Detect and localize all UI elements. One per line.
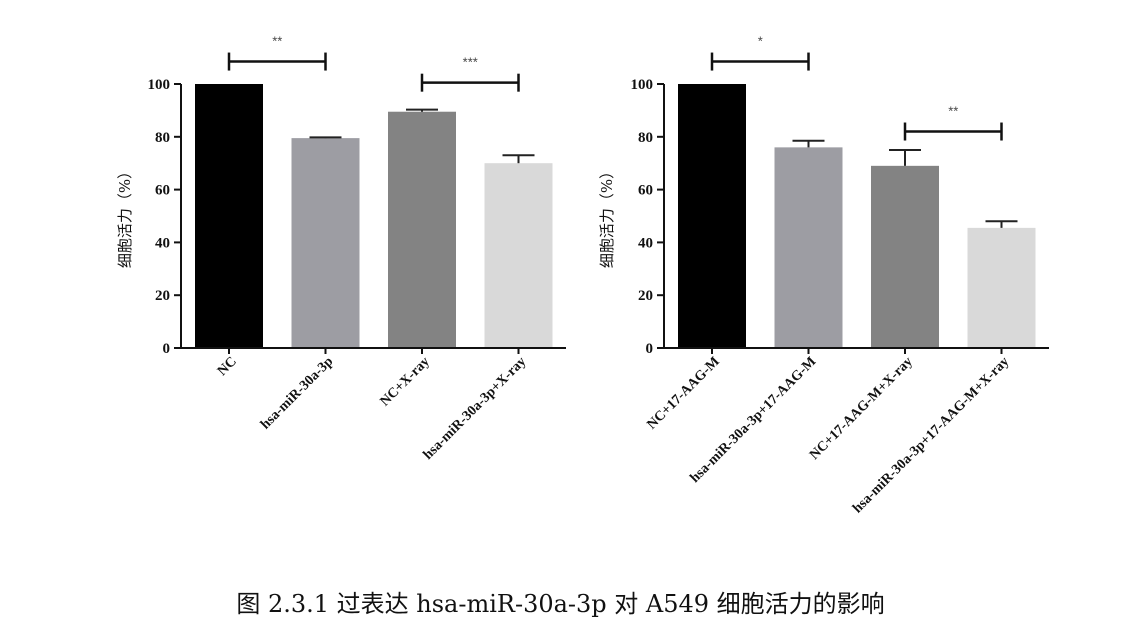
y-tick-label: 20 [638, 288, 653, 304]
x-tick-label: NC+X-ray [378, 354, 433, 409]
y-tick-label: 100 [631, 77, 654, 93]
figure-caption: 图 2.3.1 过表达 hsa-miR-30a-3p 对 A549 细胞活力的影… [236, 590, 885, 618]
x-tick-label: hsa-miR-30a-3p+17-AAG-M+X-ray [850, 354, 1012, 516]
significance-label: *** [463, 55, 478, 70]
x-tick-label: NC [215, 354, 240, 379]
significance-label: ** [948, 104, 958, 119]
y-tick-label: 40 [638, 235, 653, 251]
chart-panel-1: NC hsa-miR-30a-3p NC+X-rayhsa-miR-30a-3p+X… [116, 34, 566, 463]
bar-4 [967, 227, 1036, 348]
bar-4 [484, 163, 553, 348]
y-tick-label: 0 [646, 341, 654, 357]
y-tick-label: 80 [155, 130, 170, 146]
y-axis-label: 细胞活力（%） [598, 164, 616, 268]
chart-panel-2: NC+17-AAG-Mhsa-miR-30a-3p+17-AAG-MNC+17-… [598, 34, 1049, 516]
x-tick-label: NC+17-AAG-M [644, 354, 722, 432]
y-tick-label: 60 [638, 183, 653, 199]
bar-3 [871, 165, 939, 348]
bar-2 [774, 147, 843, 348]
figure: NC hsa-miR-30a-3p NC+X-rayhsa-miR-30a-3p+X… [116, 34, 1049, 516]
significance-label: ** [272, 34, 282, 49]
x-tick-label: NC+17-AAG-M+X-ray [807, 354, 916, 463]
y-tick-label: 40 [155, 235, 170, 251]
bar-1 [195, 84, 263, 348]
y-tick-label: 80 [638, 130, 653, 146]
y-tick-label: 60 [155, 183, 170, 199]
y-tick-label: 100 [148, 77, 171, 93]
x-tick-label: hsa-miR-30a-3p+X-ray [421, 354, 530, 463]
bar-2 [291, 138, 360, 348]
x-tick-label: hsa-miR-30a-3p [258, 354, 336, 432]
bar-3 [388, 111, 456, 348]
y-tick-label: 20 [155, 288, 170, 304]
bar-1 [678, 84, 746, 348]
significance-label: * [758, 34, 763, 49]
y-tick-label: 0 [163, 341, 171, 357]
y-axis-label: 细胞活力（%） [116, 164, 134, 268]
